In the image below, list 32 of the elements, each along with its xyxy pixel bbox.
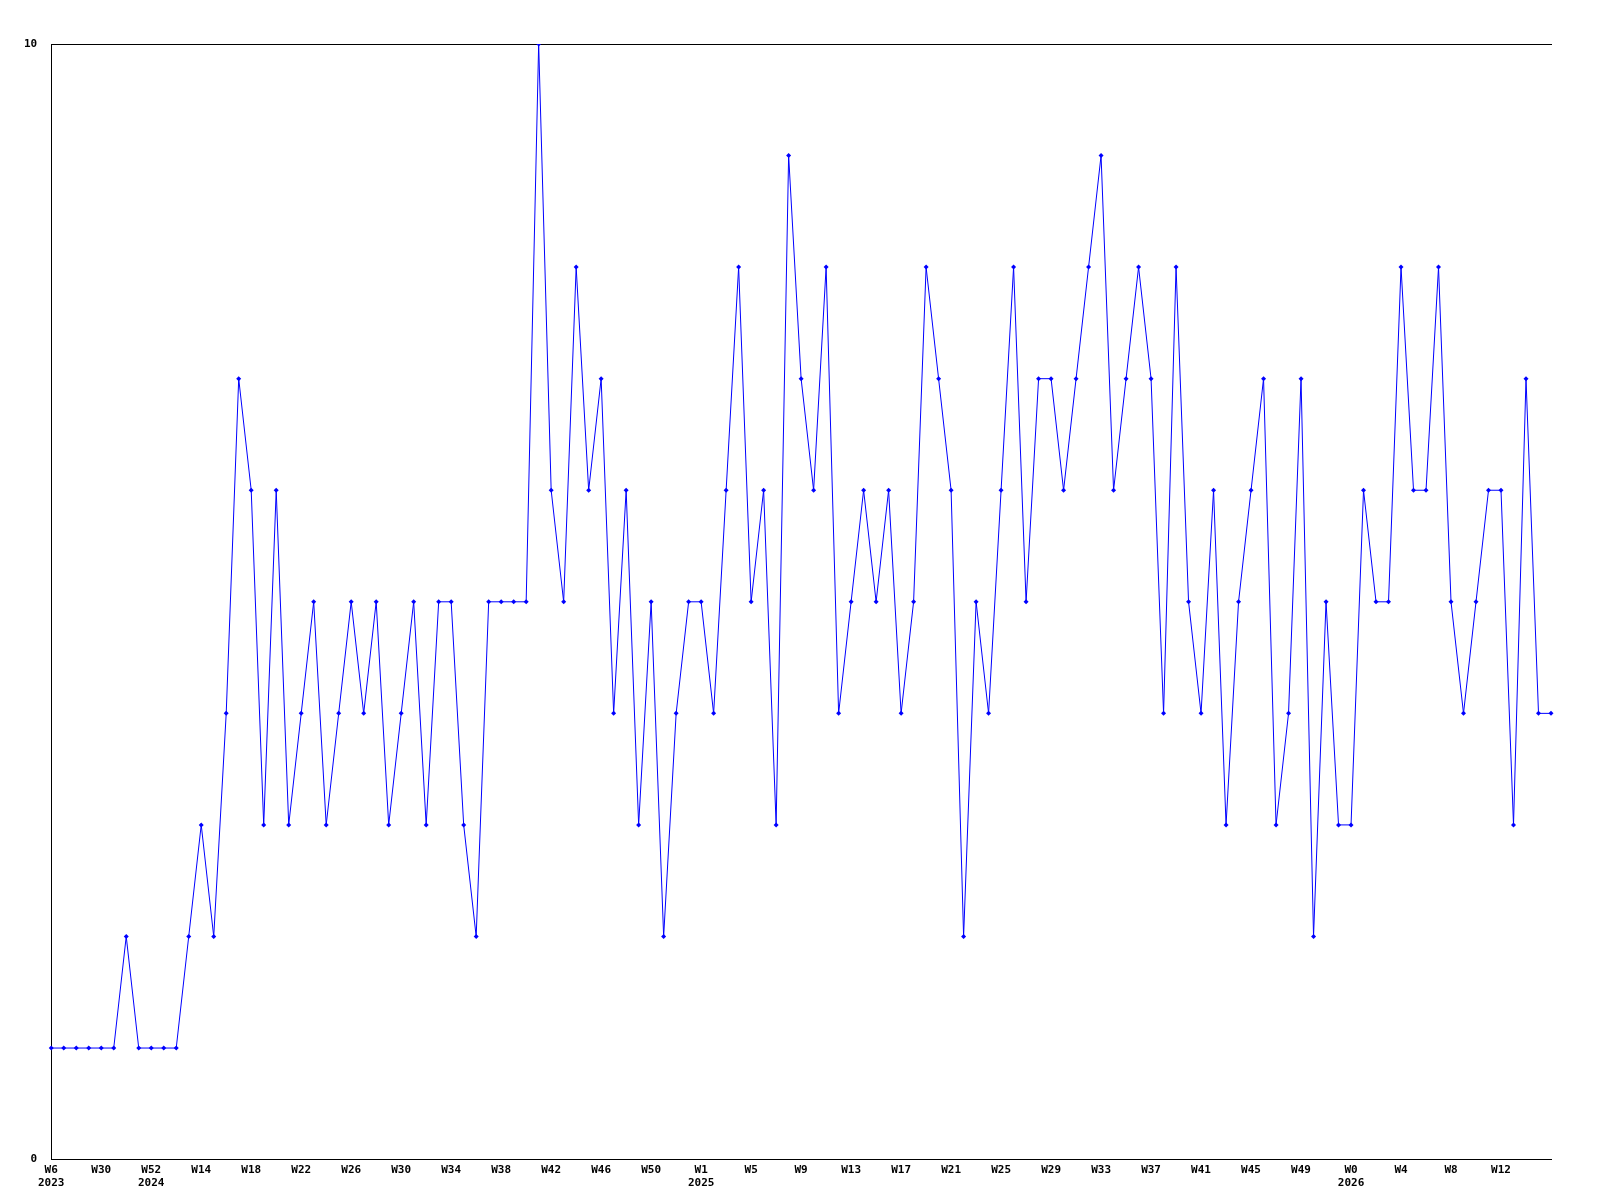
x-tick-label: W8 (1444, 1163, 1458, 1177)
x-tick-label: W13 (841, 1163, 862, 1177)
x-tick-label: W26 (341, 1163, 362, 1177)
x-tick-label: W25 (991, 1163, 1012, 1177)
y-tick-label: 0 (30, 1152, 38, 1166)
y-tick-label: 10 (24, 36, 38, 50)
x-tick-label: W0 2026 (1337, 1163, 1365, 1190)
x-tick-label: W21 (941, 1163, 962, 1177)
x-tick-label: W14 (191, 1163, 212, 1177)
x-tick-label: W18 (241, 1163, 262, 1177)
x-tick-label: W46 (591, 1163, 612, 1177)
x-tick-label: W33 (1091, 1163, 1112, 1177)
x-tick-label: W37 (1141, 1163, 1161, 1177)
x-tick-label: W12 (1491, 1163, 1511, 1177)
x-tick-label: W41 (1191, 1163, 1212, 1177)
x-tick-label: W22 (291, 1163, 312, 1177)
x-tick-label: W42 (541, 1163, 562, 1177)
x-tick-label: W34 (441, 1163, 462, 1177)
x-tick-label: W38 (491, 1163, 512, 1177)
x-tick-label: W17 (891, 1163, 912, 1177)
x-tick-label: W52 2024 (137, 1163, 165, 1190)
x-tick-label: W49 (1291, 1163, 1311, 1177)
x-tick-label: W50 (641, 1163, 662, 1177)
x-tick-label: W5 (744, 1163, 758, 1177)
x-tick-label: W9 (794, 1163, 808, 1177)
x-tick-label: W4 (1394, 1163, 1409, 1177)
x-tick-label: W6 2023 (38, 1163, 65, 1190)
x-tick-label: W29 (1041, 1163, 1062, 1177)
x-tick-label: W30 (391, 1163, 412, 1177)
x-tick-label: W30 (91, 1163, 112, 1177)
x-tick-label: W1 2025 (687, 1163, 715, 1190)
x-tick-label: W45 (1241, 1163, 1261, 1177)
